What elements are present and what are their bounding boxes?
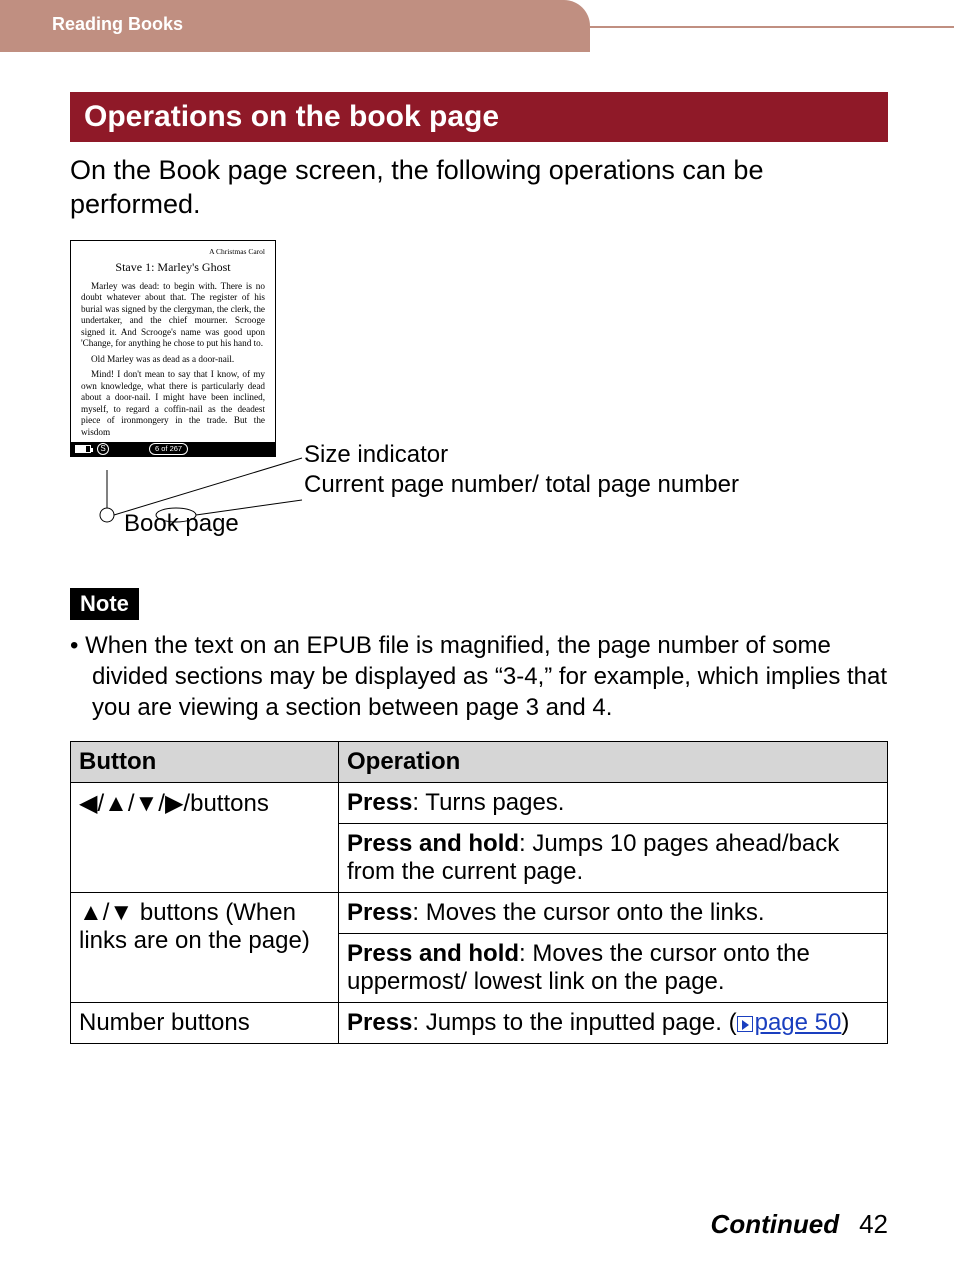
continued-label: Continued xyxy=(711,1209,840,1239)
page-number: 42 xyxy=(859,1209,888,1239)
header-bar: Reading Books xyxy=(0,0,954,52)
page-counter-pill: 6 of 267 xyxy=(149,443,188,455)
figure-area: A Christmas Carol Stave 1: Marley's Ghos… xyxy=(70,240,888,500)
button-cell: Number buttons xyxy=(71,1003,339,1044)
table-row: ▲/▼ buttons (When links are on the page)… xyxy=(71,893,888,934)
ereader-paragraph: Old Marley was as dead as a door-nail. xyxy=(81,354,265,366)
operation-cell: Press and hold: Moves the cursor onto th… xyxy=(339,934,888,1003)
button-cell: ▲/▼ buttons (When links are on the page) xyxy=(71,893,339,1003)
figure-caption: Book page xyxy=(124,510,888,538)
annotation-page-number: Current page number/ total page number xyxy=(304,470,739,500)
ereader-paragraph: Marley was dead: to begin with. There is… xyxy=(81,281,265,350)
header-rule xyxy=(560,26,954,28)
note-list: When the text on an EPUB file is magnifi… xyxy=(70,630,888,724)
operation-cell: Press: Jumps to the inputted page. (page… xyxy=(339,1003,888,1044)
size-indicator-icon: S xyxy=(97,443,109,455)
annotation-size-indicator: Size indicator xyxy=(304,440,739,470)
ereader-paragraph: Mind! I don't mean to say that I know, o… xyxy=(81,369,265,438)
operation-cell: Press: Turns pages. xyxy=(339,783,888,824)
ereader-chapter-title: Stave 1: Marley's Ghost xyxy=(81,260,265,275)
table-header-row: Button Operation xyxy=(71,742,888,783)
figure-annotations: Size indicator Current page number/ tota… xyxy=(304,240,739,500)
section-intro: On the Book page screen, the following o… xyxy=(70,154,888,222)
operation-cell: Press and hold: Jumps 10 pages ahead/bac… xyxy=(339,824,888,893)
footer: Continued 42 xyxy=(711,1209,888,1240)
table-header-button: Button xyxy=(71,742,339,783)
operations-table: Button Operation ◀/▲/▼/▶/buttons Press: … xyxy=(70,741,888,1044)
table-header-operation: Operation xyxy=(339,742,888,783)
battery-icon xyxy=(75,445,91,453)
table-row: ◀/▲/▼/▶/buttons Press: Turns pages. xyxy=(71,783,888,824)
button-cell: ◀/▲/▼/▶/buttons xyxy=(71,783,339,893)
operation-cell: Press: Moves the cursor onto the links. xyxy=(339,893,888,934)
page-link-icon[interactable] xyxy=(737,1016,753,1032)
breadcrumb: Reading Books xyxy=(52,14,183,35)
section-title: Operations on the book page xyxy=(70,92,888,142)
page-link[interactable]: page 50 xyxy=(755,1009,842,1036)
ereader-status-bar: S 6 of 267 xyxy=(71,442,275,456)
ereader-book-title: A Christmas Carol xyxy=(81,247,265,256)
note-badge: Note xyxy=(70,588,139,620)
ereader-mock: A Christmas Carol Stave 1: Marley's Ghos… xyxy=(70,240,276,458)
table-row: Number buttons Press: Jumps to the input… xyxy=(71,1003,888,1044)
note-item: When the text on an EPUB file is magnifi… xyxy=(70,630,888,724)
